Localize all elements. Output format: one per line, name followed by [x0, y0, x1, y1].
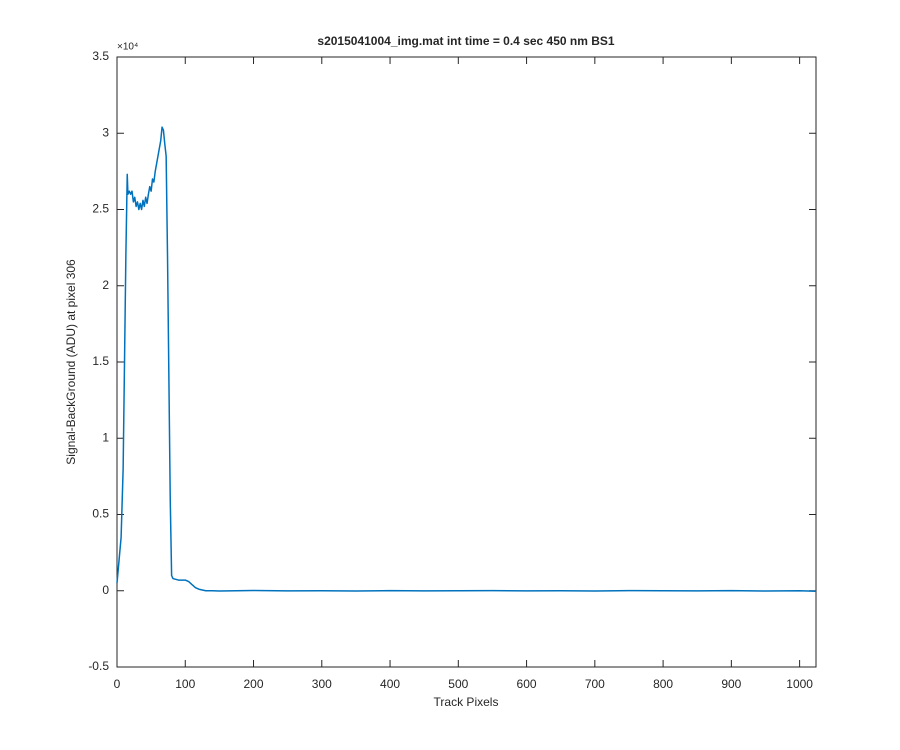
y-tick-label: -0.5 [88, 659, 109, 673]
y-tick-label: 2 [102, 278, 109, 292]
plot-box [116, 56, 817, 668]
y-tick-label: 1 [102, 430, 109, 444]
x-axis-label: Track Pixels [434, 695, 499, 709]
x-tick-label: 900 [721, 677, 741, 691]
y-tick-label: 2.5 [92, 202, 109, 216]
x-tick-label: 1000 [786, 677, 813, 691]
data-line [116, 126, 817, 592]
y-exponent-label: ×10⁴ [117, 42, 138, 53]
x-tick-label: 600 [517, 677, 537, 691]
y-tick-label: 3.5 [92, 49, 109, 63]
y-axis-label: Signal-BackGround (ADU) at pixel 306 [64, 259, 78, 465]
x-tick-label: 0 [114, 677, 121, 691]
x-tick-label: 700 [585, 677, 605, 691]
y-tick-label: 0.5 [92, 507, 109, 521]
y-tick-label: 1.5 [92, 354, 109, 368]
x-tick-label: 300 [312, 677, 332, 691]
y-tick-label: 3 [102, 125, 109, 139]
x-tick-label: 100 [175, 677, 195, 691]
x-tick-label: 800 [653, 677, 673, 691]
x-tick-label: 500 [448, 677, 468, 691]
chart-title: s2015041004_img.mat int time = 0.4 sec 4… [317, 34, 615, 48]
y-tick-label: 0 [102, 583, 109, 597]
x-tick-label: 400 [380, 677, 400, 691]
x-tick-label: 200 [244, 677, 264, 691]
